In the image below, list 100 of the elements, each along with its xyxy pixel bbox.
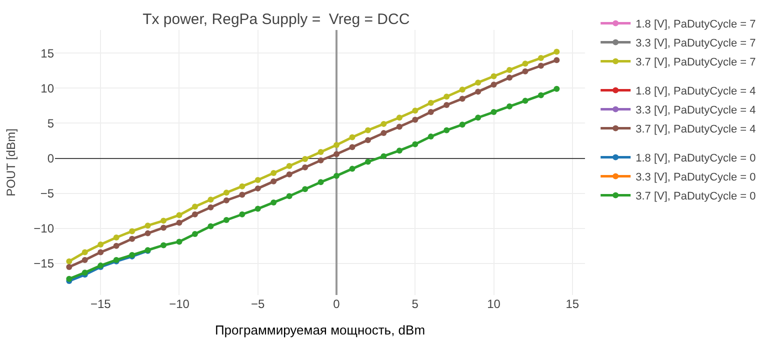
point bbox=[239, 183, 246, 190]
point bbox=[302, 156, 308, 162]
point bbox=[380, 153, 387, 160]
x-tick-label: 0 bbox=[333, 297, 340, 311]
point bbox=[506, 66, 513, 73]
x-tick-label: 5 bbox=[412, 297, 419, 311]
y-tick-label: 15 bbox=[40, 46, 54, 60]
point bbox=[554, 86, 560, 92]
point bbox=[475, 88, 482, 95]
point bbox=[444, 94, 450, 100]
point bbox=[554, 57, 560, 64]
point bbox=[396, 124, 402, 130]
point bbox=[239, 192, 246, 198]
point bbox=[208, 204, 214, 210]
point bbox=[538, 55, 544, 62]
point bbox=[98, 249, 104, 256]
point bbox=[364, 127, 371, 134]
point bbox=[459, 86, 466, 93]
point bbox=[318, 179, 324, 186]
point bbox=[396, 114, 402, 121]
point bbox=[444, 127, 450, 134]
point bbox=[129, 228, 136, 234]
point bbox=[286, 171, 292, 178]
legend-label: 1.8 [V], PaDutyCycle = 0 bbox=[636, 152, 756, 165]
point bbox=[554, 48, 560, 55]
point bbox=[176, 212, 182, 218]
point bbox=[223, 190, 230, 196]
chart-title: Tx power, RegPa Supply = Vreg = DCC bbox=[142, 11, 410, 28]
point bbox=[412, 116, 418, 123]
point bbox=[192, 231, 198, 238]
x-axis-title: Программируемая мощность, dBm bbox=[214, 322, 426, 338]
point bbox=[444, 102, 450, 108]
point bbox=[113, 234, 120, 241]
point bbox=[490, 73, 497, 80]
point bbox=[98, 242, 104, 248]
point bbox=[364, 137, 371, 144]
point bbox=[176, 220, 182, 226]
point bbox=[208, 223, 214, 230]
point bbox=[160, 224, 167, 231]
point bbox=[160, 242, 167, 248]
y-tick-label: −10 bbox=[34, 222, 54, 236]
point bbox=[270, 199, 277, 206]
legend-label: 1.8 [V], PaDutyCycle = 4 bbox=[636, 86, 756, 98]
x-tick-label: −5 bbox=[251, 297, 266, 311]
point bbox=[490, 109, 497, 116]
point bbox=[192, 204, 198, 210]
y-tick-label: 10 bbox=[40, 81, 54, 96]
y-tick-label: −15 bbox=[34, 256, 54, 271]
point bbox=[475, 114, 482, 121]
point bbox=[459, 122, 466, 128]
point bbox=[349, 134, 356, 140]
point bbox=[270, 178, 277, 184]
point bbox=[538, 92, 544, 98]
point bbox=[334, 142, 340, 148]
point bbox=[334, 151, 340, 158]
point bbox=[380, 130, 387, 136]
point bbox=[239, 211, 246, 218]
point bbox=[412, 108, 418, 114]
y-tick-label: 5 bbox=[47, 116, 54, 130]
point bbox=[318, 157, 324, 164]
point bbox=[254, 185, 261, 192]
point bbox=[428, 100, 434, 106]
legend-label: 3.7 [V], PaDutyCycle = 4 bbox=[636, 124, 756, 136]
point bbox=[490, 82, 497, 88]
point bbox=[66, 264, 72, 270]
x-tick-label: −15 bbox=[90, 297, 112, 311]
point bbox=[113, 242, 120, 249]
point bbox=[412, 141, 418, 148]
point bbox=[318, 148, 324, 155]
point bbox=[428, 134, 434, 140]
point bbox=[129, 236, 136, 242]
point bbox=[506, 103, 513, 110]
point bbox=[349, 166, 356, 172]
point bbox=[506, 74, 513, 81]
point bbox=[396, 148, 402, 154]
point bbox=[286, 193, 292, 200]
x-tick-label: −10 bbox=[169, 297, 190, 311]
point bbox=[270, 170, 277, 176]
x-tick-label: 15 bbox=[566, 297, 580, 311]
point bbox=[223, 216, 230, 223]
point bbox=[364, 158, 371, 165]
point bbox=[176, 238, 182, 245]
point bbox=[286, 163, 292, 170]
legend-label: 3.7 [V], PaDutyCycle = 7 bbox=[636, 56, 756, 69]
point bbox=[254, 177, 261, 184]
point bbox=[538, 62, 544, 69]
point bbox=[459, 96, 466, 102]
point bbox=[160, 218, 167, 224]
point bbox=[380, 120, 387, 127]
point bbox=[522, 60, 528, 67]
point bbox=[302, 186, 308, 192]
x-tick-label: 10 bbox=[487, 297, 501, 311]
point bbox=[208, 196, 214, 203]
legend-label: 1.8 [V], PaDutyCycle = 7 bbox=[636, 18, 756, 31]
point bbox=[349, 144, 356, 150]
point bbox=[428, 109, 434, 116]
legend-label: 3.7 [V], PaDutyCycle = 0 bbox=[636, 190, 756, 203]
y-axis-title: POUT [dBm] bbox=[4, 128, 18, 196]
legend-label: 3.3 [V], PaDutyCycle = 0 bbox=[636, 172, 756, 184]
point bbox=[302, 164, 308, 170]
